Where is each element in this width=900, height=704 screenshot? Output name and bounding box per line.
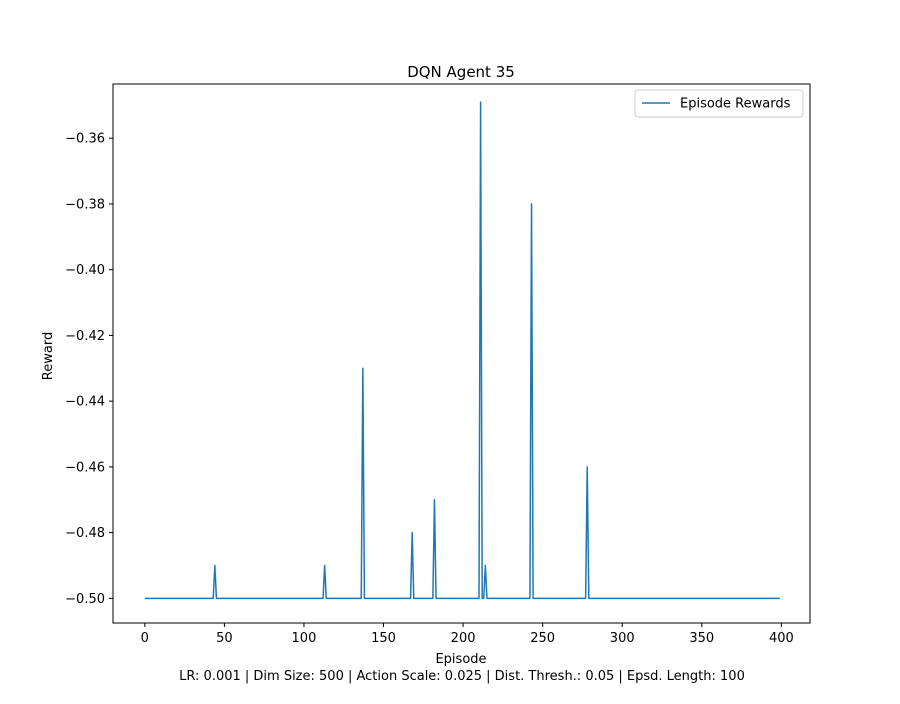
y-tick-label: −0.46	[65, 460, 105, 475]
x-tick-label: 0	[141, 631, 149, 646]
legend-box	[634, 89, 804, 118]
x-axis-ticks: 0 50 100 150 200 250 300 350 400	[141, 623, 794, 646]
x-tick-label: 300	[610, 631, 635, 646]
legend: Episode Rewards	[634, 89, 804, 118]
x-tick-label: 250	[530, 631, 555, 646]
y-tick-label: −0.36	[65, 132, 105, 147]
chart-title: DQN Agent 35	[407, 63, 515, 81]
y-axis-ticks: −0.50 −0.48 −0.46 −0.44 −0.42 −0.40 −0.38 −0.36	[65, 132, 113, 607]
y-tick-label: −0.40	[65, 263, 105, 278]
x-tick-label: 400	[769, 631, 794, 646]
parameter-caption: LR: 0.001 | Dim Size: 500 | Action Scale…	[179, 669, 745, 684]
y-tick-label: −0.44	[65, 395, 105, 410]
y-tick-label: −0.38	[65, 197, 105, 212]
y-axis-label: Reward	[41, 332, 56, 380]
x-tick-label: 150	[371, 631, 396, 646]
x-tick-label: 350	[689, 631, 714, 646]
y-tick-label: −0.48	[65, 526, 105, 541]
x-tick-label: 50	[216, 631, 233, 646]
x-axis-label: Episode	[435, 652, 486, 667]
y-tick-label: −0.50	[65, 592, 105, 607]
y-tick-label: −0.42	[65, 329, 105, 344]
x-tick-label: 100	[292, 631, 317, 646]
series-line-episode-rewards	[144, 101, 780, 600]
plot-area	[144, 101, 780, 600]
x-tick-label: 200	[451, 631, 476, 646]
legend-label-episode-rewards: Episode Rewards	[680, 97, 791, 112]
plot-frame	[112, 83, 811, 624]
